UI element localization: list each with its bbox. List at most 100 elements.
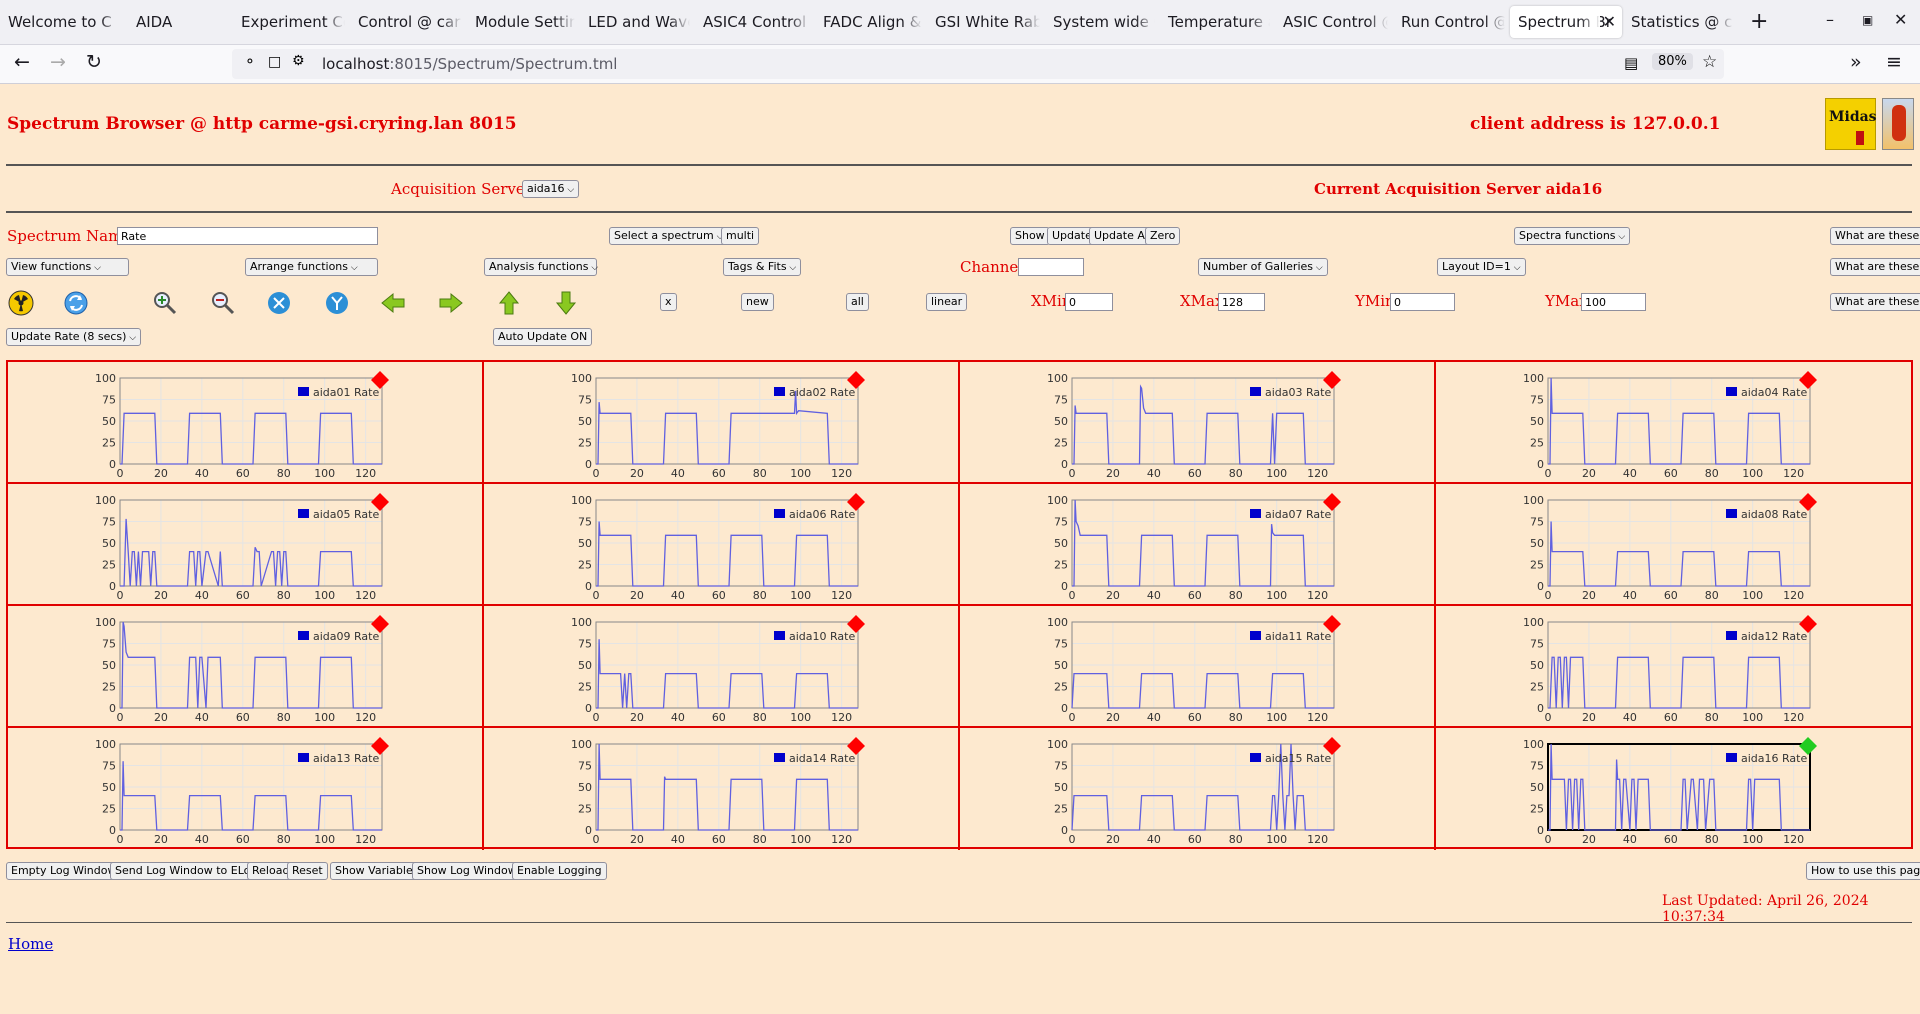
shield-icon[interactable]: ⚬ [244,54,256,70]
arrow-right-icon[interactable] [438,290,464,316]
refresh-icon[interactable] [63,290,89,316]
footer-button[interactable]: Enable Logging [512,862,607,880]
what-are-these-button[interactable]: What are these? [1830,258,1920,276]
status-marker[interactable] [847,493,865,511]
spectrum-panel[interactable]: 0 25 50 75 100 0 20 40 60 80 100 120 aida05 Rate [8,484,484,606]
browser-tab[interactable]: LED and Wave [580,6,690,38]
arrow-down-icon[interactable] [553,290,579,316]
spectrum-panel[interactable]: 0 25 50 75 100 0 20 40 60 80 100 120 aida07 Rate [960,484,1436,606]
update-button[interactable]: Update [1047,227,1097,245]
browser-tab[interactable]: FADC Align & C [815,6,922,38]
xmax-input[interactable] [1218,293,1265,311]
spectrum-panel[interactable]: 0 25 50 75 100 0 20 40 60 80 100 120 aida02 Rate [484,362,960,484]
how-to-use-button[interactable]: How to use this page [1806,862,1920,880]
spectrum-panel[interactable]: 0 25 50 75 100 0 20 40 60 80 100 120 aida06 Rate [484,484,960,606]
status-marker[interactable] [1323,615,1341,633]
arrange-functions-dropdown[interactable]: Arrange functions [245,258,378,276]
spectra-functions-dropdown[interactable]: Spectra functions [1514,227,1631,245]
radiation-icon[interactable] [8,290,34,316]
spectrum-name-input[interactable] [117,227,378,245]
footer-button[interactable]: Show Log Window [412,862,522,880]
browser-tab[interactable]: ASIC4 Control [695,6,810,38]
browser-tab[interactable]: Temperature a [1160,6,1270,38]
status-marker[interactable] [371,737,389,755]
permissions-icon[interactable]: ⚙ [292,53,305,69]
forward-icon[interactable]: → [50,51,66,73]
close-tab-icon[interactable]: ✕ [1602,12,1616,31]
ymax-input[interactable] [1581,293,1646,311]
spectrum-panel[interactable]: 0 25 50 75 100 0 20 40 60 80 100 120 aida12 Rate [1436,606,1911,728]
status-marker[interactable] [1799,737,1817,755]
all-button[interactable]: all [846,293,869,311]
overflow-chevron-icon[interactable]: » [1850,51,1862,73]
x-button[interactable]: x [660,293,677,311]
view-functions-dropdown[interactable]: View functions [6,258,129,276]
status-marker[interactable] [1323,737,1341,755]
zoom-level[interactable]: 80% [1652,53,1693,70]
url-text[interactable]: localhost:8015/Spectrum/Spectrum.tml [322,55,617,73]
ymin-input[interactable] [1390,293,1455,311]
back-icon[interactable]: ← [14,51,30,73]
browser-tab[interactable]: Welcome to C [0,6,120,38]
status-marker[interactable] [1323,371,1341,389]
home-link[interactable]: Home [8,935,54,953]
select-spectrum-dropdown[interactable]: Select a spectrum [609,227,729,245]
status-marker[interactable] [1799,371,1817,389]
expand-x-icon[interactable] [266,290,292,316]
spectrum-panel[interactable]: 0 25 50 75 100 0 20 40 60 80 100 120 aida16 Rate [1436,728,1911,850]
browser-tab[interactable]: GSI White Rab [927,6,1040,38]
browser-tab[interactable]: ASIC Control @ [1275,6,1388,38]
channel-input[interactable] [1018,258,1084,276]
spectrum-panel[interactable]: 0 25 50 75 100 0 20 40 60 80 100 120 aida09 Rate [8,606,484,728]
browser-tab[interactable]: Run Control @ [1393,6,1505,38]
footer-button[interactable]: Empty Log Window [6,862,122,880]
spectrum-panel[interactable]: 0 25 50 75 100 0 20 40 60 80 100 120 aida14 Rate [484,728,960,850]
browser-tab[interactable]: Experiment Co [233,6,345,38]
footer-button[interactable]: Send Log Window to ELog [110,862,263,880]
acquisition-server-select[interactable]: aida16 [522,180,580,198]
spectrum-panel[interactable]: 0 25 50 75 100 0 20 40 60 80 100 120 aida10 Rate [484,606,960,728]
browser-tab[interactable]: Module Setting [467,6,575,38]
browser-tab[interactable]: AIDA [128,6,228,38]
what-are-these-button[interactable]: What are these? [1830,227,1920,245]
status-marker[interactable] [371,493,389,511]
minimize-window-button[interactable]: – [1826,10,1834,29]
status-marker[interactable] [847,615,865,633]
multi-button[interactable]: multi [721,227,760,245]
arrow-up-icon[interactable] [496,290,522,316]
auto-update-button[interactable]: Auto Update ON [493,328,593,346]
number-of-galleries-dropdown[interactable]: Number of Galleries [1198,258,1328,276]
browser-tab[interactable]: Control @ car [350,6,462,38]
reader-view-icon[interactable]: ▤ [1624,54,1639,72]
menu-hamburger-icon[interactable]: ≡ [1886,51,1902,73]
address-bar[interactable]: ⚬ □ ⚙ localhost:8015/Spectrum/Spectrum.t… [232,49,1724,79]
browser-tab[interactable]: Statistics @ ca [1623,6,1733,38]
spectrum-panel[interactable]: 0 25 50 75 100 0 20 40 60 80 100 120 aida03 Rate [960,362,1436,484]
spectrum-panel[interactable]: 0 25 50 75 100 0 20 40 60 80 100 120 aida11 Rate [960,606,1436,728]
spectrum-panel[interactable]: 0 25 50 75 100 0 20 40 60 80 100 120 aida13 Rate [8,728,484,850]
bookmark-star-icon[interactable]: ☆ [1702,52,1718,72]
spectrum-panel[interactable]: 0 25 50 75 100 0 20 40 60 80 100 120 aida01 Rate [8,362,484,484]
tags-fits-dropdown[interactable]: Tags & Fits [723,258,802,276]
show-button[interactable]: Show [1010,227,1050,245]
browser-tab[interactable]: System wide C [1045,6,1155,38]
status-marker[interactable] [1323,493,1341,511]
new-button[interactable]: new [741,293,774,311]
update-rate-dropdown[interactable]: Update Rate (8 secs) [6,328,142,346]
status-marker[interactable] [371,615,389,633]
zoom-out-icon[interactable] [210,290,236,316]
zero-button[interactable]: Zero [1145,227,1181,245]
status-marker[interactable] [1799,615,1817,633]
analysis-functions-dropdown[interactable]: Analysis functions [484,258,597,276]
xmin-input[interactable] [1065,293,1113,311]
layout-dropdown[interactable]: Layout ID=1 [1437,258,1526,276]
status-marker[interactable] [847,737,865,755]
what-are-these-button[interactable]: What are these? [1830,293,1920,311]
spectrum-panel[interactable]: 0 25 50 75 100 0 20 40 60 80 100 120 aida15 Rate [960,728,1436,850]
arrow-left-icon[interactable] [380,290,406,316]
reload-icon[interactable]: ↻ [86,51,102,73]
status-marker[interactable] [847,371,865,389]
footer-button[interactable]: Reset [287,862,328,880]
maximize-window-button[interactable]: ▣ [1862,13,1874,27]
linear-button[interactable]: linear [926,293,968,311]
